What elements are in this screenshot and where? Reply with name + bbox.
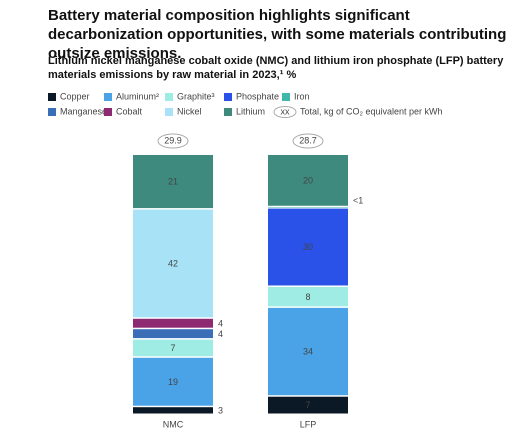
- legend-label: Nickel: [177, 106, 202, 116]
- data-label: 3: [218, 405, 223, 415]
- legend-label: Copper: [60, 91, 90, 101]
- bar-segment: [133, 318, 213, 328]
- x-tick-label: NMC: [163, 419, 184, 429]
- legend-swatch: [282, 93, 290, 101]
- legend-label: Phosphate: [236, 91, 279, 101]
- legend-swatch: [224, 108, 232, 116]
- bar-segment: [133, 155, 213, 209]
- bar-segment: [133, 357, 213, 406]
- data-label: 34: [303, 347, 313, 357]
- legend-swatch: [104, 93, 112, 101]
- total-marker: [157, 133, 189, 149]
- data-label: 30: [303, 242, 313, 252]
- x-tick-label: LFP: [300, 419, 317, 429]
- legend-swatch: [165, 108, 173, 116]
- bar-segment: [268, 396, 348, 414]
- data-label: 7: [305, 400, 310, 410]
- bar-segment: [133, 209, 213, 318]
- bar-segment: [268, 286, 348, 307]
- bar-segment: [133, 339, 213, 357]
- bar-segment: [268, 208, 348, 286]
- legend-swatch: [48, 108, 56, 116]
- legend-label: Iron: [294, 91, 310, 101]
- total-marker: [292, 133, 324, 149]
- bar-segment: [268, 155, 348, 206]
- bar-segment: [268, 207, 348, 208]
- total-label: 29.9: [164, 135, 182, 145]
- bar-segment: [268, 307, 348, 396]
- legend-swatch: [165, 93, 173, 101]
- data-label: 4: [218, 318, 223, 328]
- data-label: 8: [305, 292, 310, 302]
- chart-title: Battery material composition highlights …: [48, 7, 507, 62]
- data-label: 21: [168, 177, 178, 187]
- data-label: 7: [170, 343, 175, 353]
- data-label: 20: [303, 176, 313, 186]
- bar-segment: [133, 407, 213, 414]
- legend-label: Aluminum²: [116, 91, 159, 101]
- legend-total-marker: [273, 106, 297, 118]
- data-label: 4: [218, 329, 223, 339]
- legend-label: Manganese: [60, 106, 107, 116]
- legend-swatch: [224, 93, 232, 101]
- legend-label: Lithium: [236, 106, 265, 116]
- legend-label: Cobalt: [116, 106, 143, 116]
- data-label: 42: [168, 259, 178, 269]
- total-label: 28.7: [299, 135, 317, 145]
- legend-label: Graphite³: [177, 91, 215, 101]
- bar-segment: [133, 329, 213, 339]
- legend-swatch: [48, 93, 56, 101]
- data-label: 19: [168, 377, 178, 387]
- data-label: <1: [353, 196, 363, 206]
- chart-subtitle: Lithium nickel manganese cobalt oxide (N…: [48, 55, 504, 81]
- legend-swatch: [104, 108, 112, 116]
- legend-total-marker-text: xx: [281, 106, 291, 116]
- legend-total-label: Total, kg of CO₂ equivalent per kWh: [300, 106, 443, 116]
